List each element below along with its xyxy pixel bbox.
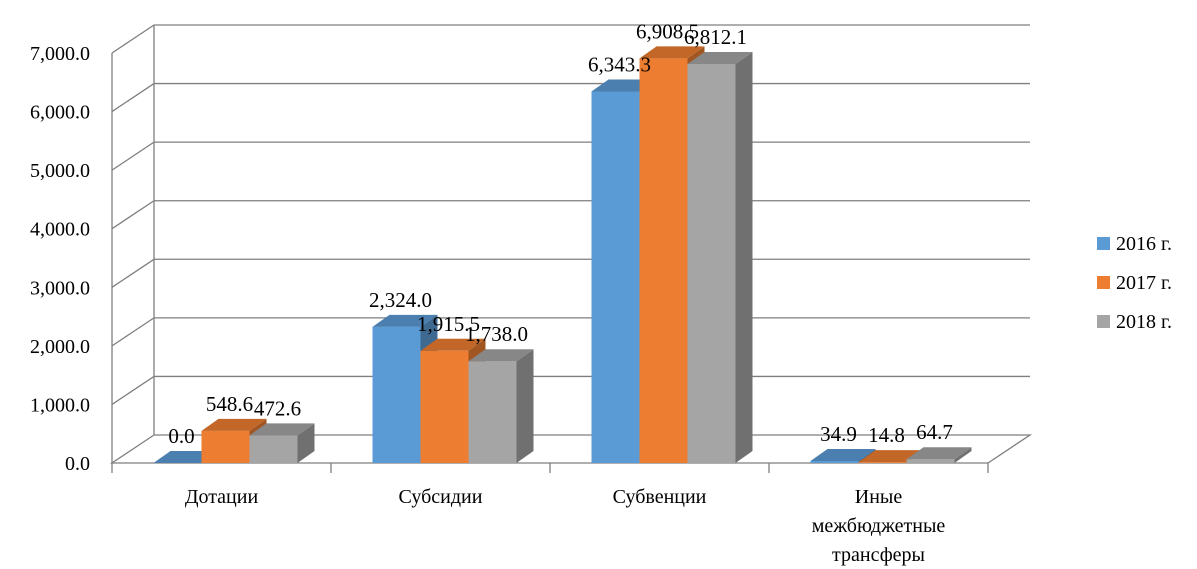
data-label: 6,908.5: [636, 19, 699, 43]
y-tick-label: 1,000.0: [30, 394, 90, 416]
y-tick-label: 6,000.0: [30, 102, 90, 124]
bar-front: [201, 430, 250, 463]
data-label: 34.9: [820, 422, 857, 446]
gridline: [111, 141, 1030, 171]
bar-top: [249, 423, 315, 436]
x-category-label: межбюджетные: [812, 515, 946, 537]
bar-front: [810, 460, 859, 463]
bar-front: [468, 361, 517, 463]
bar-top: [420, 338, 486, 351]
bar-top: [639, 46, 705, 59]
bar-side: [516, 349, 534, 463]
data-label: 1,915.5: [417, 312, 480, 336]
y-tick-label: 4,000.0: [30, 219, 90, 241]
bar-top: [906, 447, 972, 460]
gridline: [111, 317, 1030, 347]
bar-front: [858, 462, 907, 463]
gridline: [111, 258, 1030, 288]
y-tick-label: 5,000.0: [30, 160, 90, 182]
bar-front: [687, 64, 736, 464]
bar-side: [735, 52, 753, 463]
bar-side: [954, 447, 972, 463]
bar-side: [297, 423, 315, 463]
bar-front: [639, 58, 688, 464]
bar-top: [468, 349, 534, 362]
x-category-label: Дотации: [185, 486, 259, 508]
legend-label: 2018 г.: [1116, 311, 1172, 333]
bar-top: [201, 418, 267, 431]
y-tick-label: 2,000.0: [30, 336, 90, 358]
data-label: 14.8: [868, 423, 905, 447]
legend-swatch: [1097, 276, 1110, 289]
bar-top: [687, 52, 753, 65]
bar-top: [810, 448, 876, 461]
bar-front: [591, 91, 640, 463]
x-category-label: трансферы: [832, 544, 925, 566]
data-label: 472.6: [254, 396, 301, 420]
data-label: 0.0: [168, 424, 194, 448]
bar-front: [249, 435, 298, 463]
legend-label: 2016 г.: [1116, 233, 1172, 255]
data-label: 6,343.3: [588, 52, 651, 76]
data-label: 6,812.1: [684, 25, 747, 49]
gridline: [111, 24, 1030, 54]
x-category-label: Иные: [855, 486, 903, 508]
gridline: [111, 200, 1030, 230]
bar-front: [420, 350, 469, 463]
y-tick-label: 3,000.0: [30, 277, 90, 299]
data-label: 548.6: [206, 392, 253, 416]
data-label: 1,738.0: [465, 322, 528, 346]
y-tick-label: 0.0: [65, 453, 90, 475]
x-category-label: Субвенции: [613, 486, 707, 508]
bar-front: [906, 459, 955, 463]
y-tick-label: 7,000.0: [30, 43, 90, 65]
data-label: 2,324.0: [369, 288, 432, 312]
legend-label: 2017 г.: [1116, 272, 1172, 294]
x-category-label: Субсидии: [399, 486, 483, 508]
bar-front: [372, 326, 421, 463]
data-label: 64.7: [916, 420, 953, 444]
legend-swatch: [1097, 315, 1110, 328]
legend-swatch: [1097, 237, 1110, 250]
gridline: [111, 82, 1030, 113]
bar-top: [372, 314, 438, 327]
